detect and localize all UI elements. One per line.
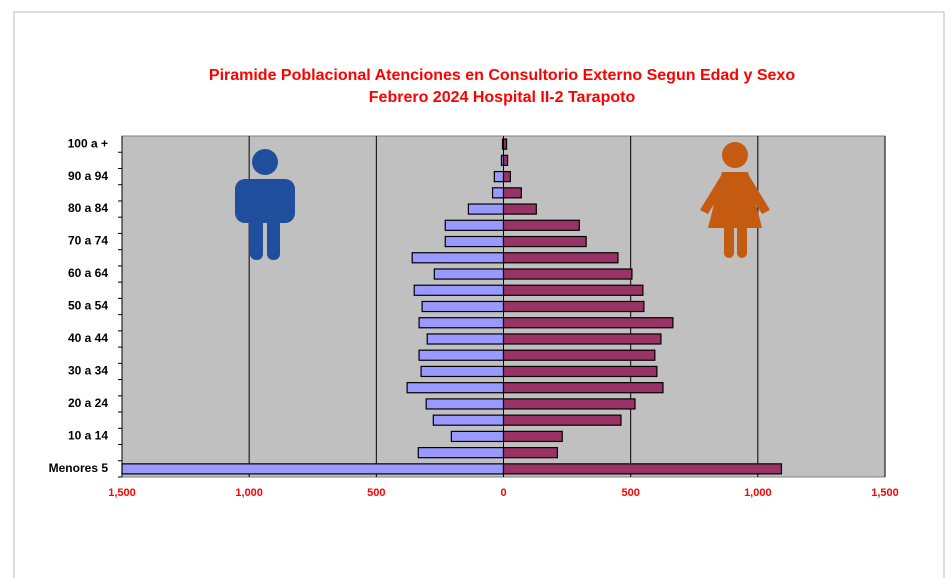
bar [502,463,783,475]
bar [502,317,674,329]
bar [467,203,505,215]
marks [121,136,886,477]
x-tick-label: 1,000 [235,487,263,499]
icon-arms [700,174,770,214]
icon-head [722,142,748,168]
male-icon [235,149,295,260]
bar [406,382,505,394]
chart-title: Piramide Poblacional Atenciones en Consu… [209,67,795,84]
chart-subtitle: Febrero 2024 Hospital II-2 Tarapoto [369,89,636,106]
bar [444,219,505,231]
bar [411,252,505,264]
y-tick-label: 100 a + [68,136,108,150]
bar [420,365,505,378]
bar [121,463,505,475]
bar [502,138,508,150]
bar [417,447,505,459]
bar [432,414,505,426]
bar [502,300,645,313]
y-tick-label: 70 a 74 [68,234,108,248]
icon-leg [267,215,280,260]
bar [418,349,505,361]
bar [502,203,537,215]
x-tick-label: 1,500 [108,487,136,499]
bar [502,333,662,345]
y-tick-label: 30 a 34 [68,364,108,378]
bar [444,235,505,248]
icon-leg [724,224,734,258]
bar [491,187,505,199]
y-tick-label: 10 a 14 [68,429,108,443]
bar [502,235,587,248]
y-tick-label: 40 a 44 [68,331,108,345]
y-tick-label: Menores 5 [49,461,109,475]
bar [450,430,505,443]
bar [502,382,664,394]
x-tick-label: 500 [367,487,385,499]
bar [426,333,505,345]
bar [502,414,622,426]
bar [502,430,563,443]
bar [502,398,636,410]
y-tick-label: 90 a 94 [68,169,108,183]
x-tick-label: 1,500 [871,487,899,499]
bar [502,187,522,199]
bar [502,284,644,296]
y-tick-label: 60 a 64 [68,266,108,280]
bar [502,447,559,459]
bar [502,219,580,231]
bar [502,349,656,361]
bar [502,170,511,183]
female-icon [700,142,770,258]
bar [502,365,658,378]
bar [502,268,633,280]
y-tick-label: 80 a 84 [68,201,108,215]
bar [493,170,505,183]
bar [502,154,509,166]
y-tick-label: 50 a 54 [68,299,108,313]
bar [421,300,505,313]
bar [433,268,505,280]
bar [418,317,505,329]
bar [425,398,505,410]
x-tick-label: 1,000 [744,487,772,499]
y-tick-label: 20 a 24 [68,396,108,410]
bar [502,252,619,264]
bar [413,284,505,296]
icon-leg [250,215,263,260]
x-tick-label: 0 [500,487,506,499]
icon-head [252,149,278,175]
icon-leg [737,224,747,258]
x-tick-label: 500 [621,487,639,499]
